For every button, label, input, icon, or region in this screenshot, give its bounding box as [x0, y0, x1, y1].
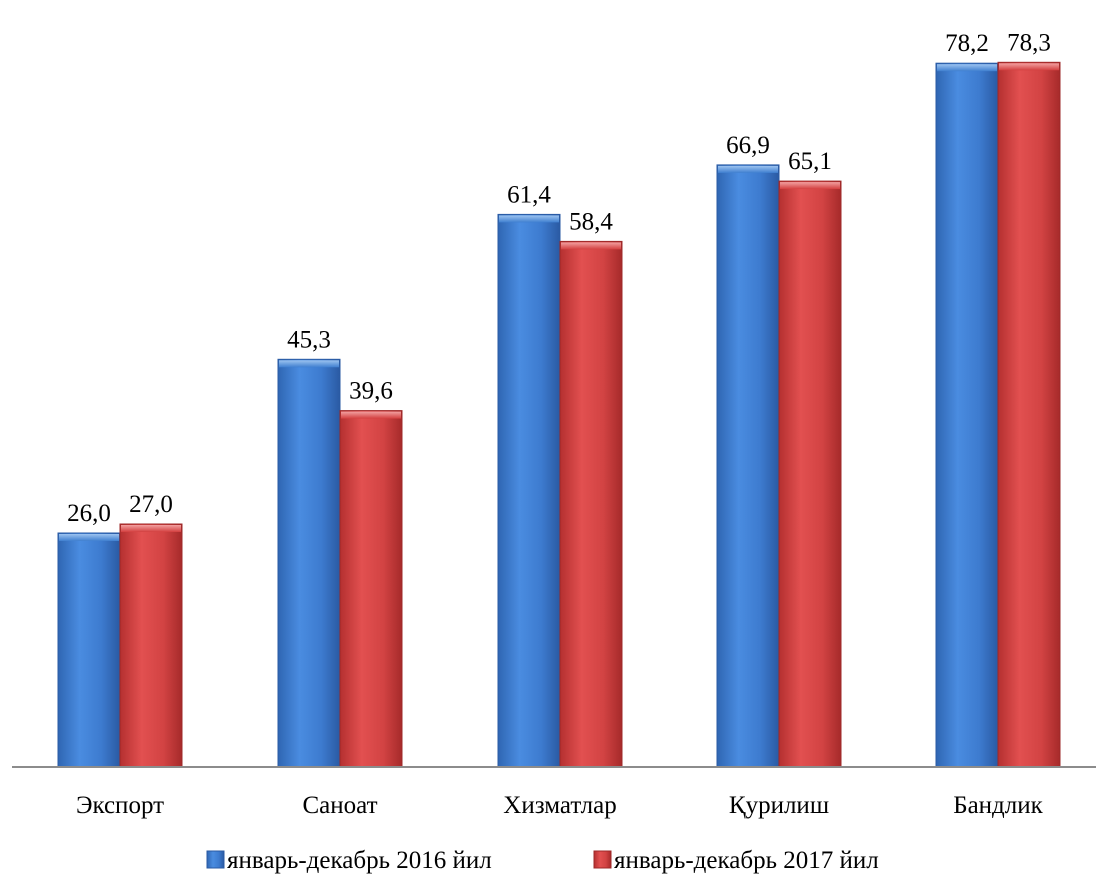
category-label-0: Экспорт [76, 792, 164, 819]
bars-layer [57, 61, 1061, 768]
legend: январь-декабрь 2016 йил январь-декабрь 20… [206, 847, 879, 874]
bar-s2016-0 [57, 532, 121, 768]
category-label-4: Бандлик [953, 792, 1043, 819]
legend-swatch-s2016 [206, 850, 225, 869]
value-label-s2016-0: 26,0 [67, 500, 111, 527]
legend-label-s2017: январь-декабрь 2017 йил [614, 847, 879, 874]
value-label-s2017-2: 58,4 [569, 208, 613, 235]
bar-s2017-3 [778, 180, 842, 768]
bar-s2016-1 [277, 358, 341, 768]
value-label-s2016-4: 78,2 [945, 30, 989, 57]
bar-s2016-4 [935, 62, 999, 768]
value-label-s2016-2: 61,4 [507, 181, 551, 208]
value-label-s2017-3: 65,1 [788, 148, 832, 175]
legend-item-s2017: январь-декабрь 2017 йил [593, 847, 879, 874]
value-labels-layer: 26,0 27,0 45,3 39,6 61,4 58,4 66,9 65,1 78,2 78,3 [67, 29, 1051, 527]
value-label-s2017-0: 27,0 [129, 491, 173, 518]
bar-s2017-4 [997, 61, 1061, 768]
category-label-2: Хизматлар [503, 792, 616, 819]
bar-s2016-2 [497, 213, 561, 768]
value-label-s2017-1: 39,6 [349, 378, 393, 405]
value-label-s2016-3: 66,9 [726, 132, 770, 159]
bar-s2016-3 [716, 164, 780, 768]
bar-s2017-0 [119, 523, 183, 768]
bar-s2017-1 [339, 410, 403, 768]
legend-item-s2016: январь-декабрь 2016 йил [206, 847, 492, 874]
legend-label-s2016: январь-декабрь 2016 йил [227, 847, 492, 874]
category-labels-layer: Экспорт Саноат Хизматлар Қурилиш Бандлик [76, 792, 1044, 819]
category-label-3: Қурилиш [729, 792, 829, 819]
category-label-1: Саноат [302, 792, 377, 819]
value-label-s2016-1: 45,3 [287, 326, 331, 353]
legend-swatch-s2017 [593, 850, 612, 869]
value-label-s2017-4: 78,3 [1007, 29, 1051, 56]
bar-s2017-2 [559, 240, 623, 768]
